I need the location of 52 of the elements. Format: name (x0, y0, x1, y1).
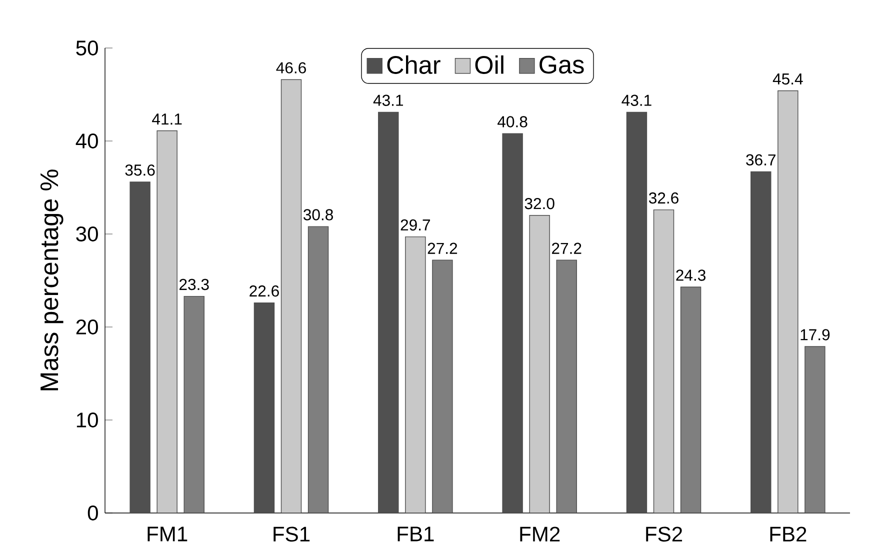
x-tick-label: FM1 (148, 526, 188, 542)
bar (653, 209, 674, 514)
bar (680, 286, 702, 514)
legend-label: Oil (475, 55, 504, 74)
bar (254, 302, 275, 514)
data-label: 46.6 (276, 62, 306, 74)
bar (130, 182, 150, 514)
data-label: 43.1 (622, 94, 652, 106)
bar (156, 130, 178, 514)
data-label: 40.8 (498, 116, 528, 128)
bar (750, 171, 772, 514)
data-label: 27.2 (552, 242, 582, 254)
data-label: 35.6 (125, 164, 155, 176)
y-tick-label: 50 (76, 40, 98, 56)
bar (280, 79, 302, 514)
data-label: 41.1 (152, 114, 182, 125)
legend-label: Char (387, 55, 440, 74)
bar (308, 226, 329, 514)
x-tick-label: FS2 (646, 526, 682, 542)
legend-label: Gas (540, 56, 584, 74)
y-tick-label: 10 (76, 412, 98, 428)
bar (378, 112, 399, 514)
y-tick-label: 30 (76, 226, 98, 242)
data-label: 22.6 (250, 285, 279, 297)
data-label: 43.1 (373, 94, 403, 106)
bar (405, 236, 426, 514)
bar (502, 133, 523, 514)
data-label: 32.0 (524, 198, 554, 210)
bar (804, 346, 826, 514)
bar (778, 90, 798, 514)
x-tick-label: FB1 (398, 526, 434, 542)
data-label: 23.3 (180, 278, 209, 290)
bar (556, 260, 577, 514)
y-tick-label: 20 (76, 320, 98, 334)
y-axis-title: Mass percentage % (40, 170, 64, 390)
x-tick-label: FB2 (770, 526, 806, 542)
data-label: 32.6 (648, 192, 678, 204)
x-tick-label: FM2 (520, 526, 560, 542)
data-label: 24.3 (676, 270, 706, 281)
data-label: 17.9 (800, 329, 830, 340)
y-tick-label: 0 (88, 506, 98, 520)
data-label: 36.7 (746, 154, 776, 166)
bar (432, 260, 453, 514)
data-label: 27.2 (428, 242, 458, 254)
bar (184, 296, 204, 514)
bar (529, 215, 550, 514)
data-label: 29.7 (400, 219, 430, 231)
bar (626, 112, 648, 514)
data-label: 45.4 (772, 74, 803, 85)
y-tick-label: 40 (76, 134, 98, 148)
x-tick-label: FS1 (274, 526, 310, 542)
data-label: 30.8 (303, 209, 333, 220)
